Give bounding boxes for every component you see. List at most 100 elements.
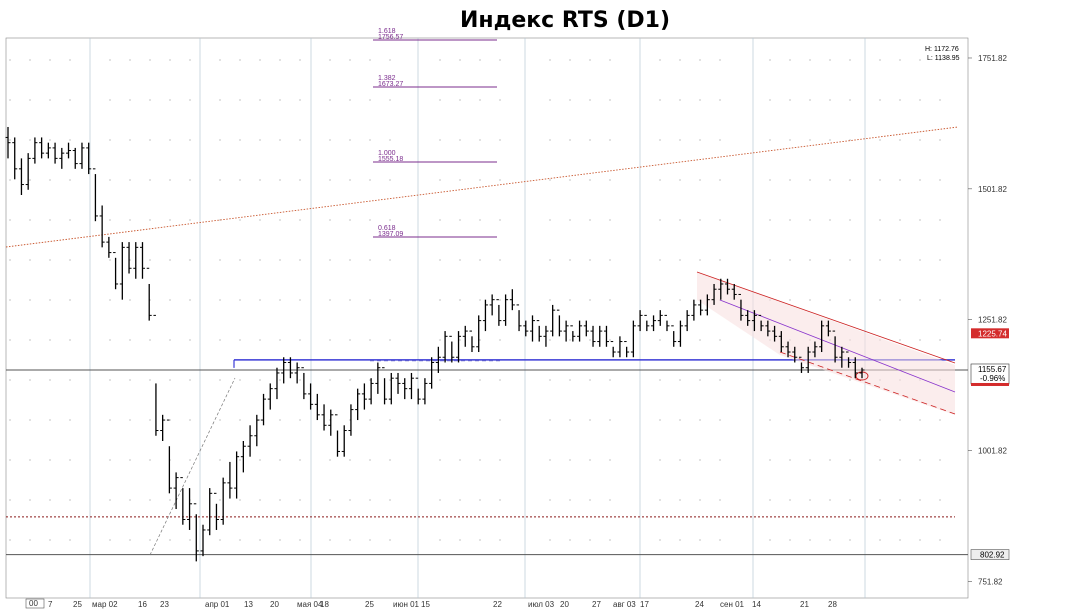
grid-dot [239, 379, 241, 381]
grid-dot [279, 499, 281, 501]
grid-dot [29, 259, 31, 261]
grid-dot [369, 59, 371, 61]
grid-dot [809, 139, 811, 141]
y-tick-label: 1751.82 [978, 54, 1007, 63]
ohlc-bar [617, 336, 623, 358]
grid-dot [459, 419, 461, 421]
grid-dot [829, 459, 831, 461]
ohlc-bar [45, 142, 51, 159]
y-tick-label: 1251.82 [978, 316, 1007, 325]
grid-dot [849, 219, 851, 221]
x-tick-label: 20 [270, 600, 279, 609]
grid-dot [459, 499, 461, 501]
ohlc-bar [402, 378, 408, 400]
grid-dot [169, 59, 171, 61]
grid-dot [69, 339, 71, 341]
x-tick-label: 22 [493, 600, 502, 609]
ohlc-bar [133, 242, 139, 279]
grid-dot [9, 179, 11, 181]
ohlc-bar [577, 320, 583, 342]
grid-dot [299, 59, 301, 61]
red-level-text: 1225.74 [978, 329, 1007, 338]
grid-dot [109, 299, 111, 301]
grid-dot [259, 219, 261, 221]
bottom-level-box [970, 549, 1010, 560]
grid-dot [809, 99, 811, 101]
grid-dot [109, 379, 111, 381]
grid-dot [109, 259, 111, 261]
grid-dot [879, 419, 881, 421]
grid-dot [9, 299, 11, 301]
ohlc-bar [711, 283, 717, 305]
ohlc-bar [240, 440, 246, 473]
grid-dot [149, 59, 151, 61]
grid-dot [239, 219, 241, 221]
grid-dot [189, 139, 191, 141]
grid-dot [479, 59, 481, 61]
grid-dot [919, 539, 921, 541]
grid-dot [699, 459, 701, 461]
long-trendline [5, 126, 959, 248]
grid-dot [659, 379, 661, 381]
grid-dot [499, 99, 501, 101]
grid-dot [679, 539, 681, 541]
grid-dot [299, 99, 301, 101]
grid-dot [439, 299, 441, 301]
grid-dot [259, 499, 261, 501]
grid-dot [829, 419, 831, 421]
grid-dot [769, 419, 771, 421]
grid-dot [459, 179, 461, 181]
grid-dot [29, 179, 31, 181]
x-tick-label: 21 [800, 600, 809, 609]
grid-dot [479, 99, 481, 101]
grid-dot [259, 539, 261, 541]
grid-dot [109, 419, 111, 421]
grid-dot [719, 339, 721, 341]
grid-dot [369, 179, 371, 181]
ohlc-bar [213, 492, 219, 530]
grid-dot [29, 219, 31, 221]
y-tick-label: 1501.82 [978, 185, 1007, 194]
grid-dot [899, 459, 901, 461]
grid-dot [849, 99, 851, 101]
grid-dot [849, 379, 851, 381]
bottom-level-text: 802.92 [980, 551, 1005, 560]
ohlc-bar [664, 314, 670, 332]
ohlc-bar [355, 388, 361, 421]
x-tick-label: июн 01 [393, 600, 420, 609]
grid-dot [349, 139, 351, 141]
grid-dot [499, 419, 501, 421]
grid-dot [329, 139, 331, 141]
grid-dot [719, 259, 721, 261]
grid-dot [439, 139, 441, 141]
grid-dot [679, 419, 681, 421]
ohlc-bar [287, 357, 293, 379]
grid-dot [329, 219, 331, 221]
channel-fill [697, 272, 955, 415]
ohlc-bar [86, 142, 92, 175]
ohlc-bar [254, 414, 260, 447]
grid-dot [829, 59, 831, 61]
grid-dot [149, 139, 151, 141]
grid-dot [189, 299, 191, 301]
grid-dot [789, 299, 791, 301]
grid-dot [169, 539, 171, 541]
ohlc-bar [18, 158, 24, 196]
grid-dot [29, 299, 31, 301]
grid-dot [389, 419, 391, 421]
grid-dot [699, 379, 701, 381]
grid-dot [389, 179, 391, 181]
grid-dot [459, 379, 461, 381]
grid-dot [279, 59, 281, 61]
grid-dot [169, 299, 171, 301]
plot-frame [5, 37, 969, 599]
grid-dot [109, 179, 111, 181]
grid-dot [499, 459, 501, 461]
grid-dot [609, 499, 611, 501]
grid-dot [299, 339, 301, 341]
grid-dot [439, 259, 441, 261]
ohlc-bar [180, 477, 186, 525]
grid-dot [169, 339, 171, 341]
